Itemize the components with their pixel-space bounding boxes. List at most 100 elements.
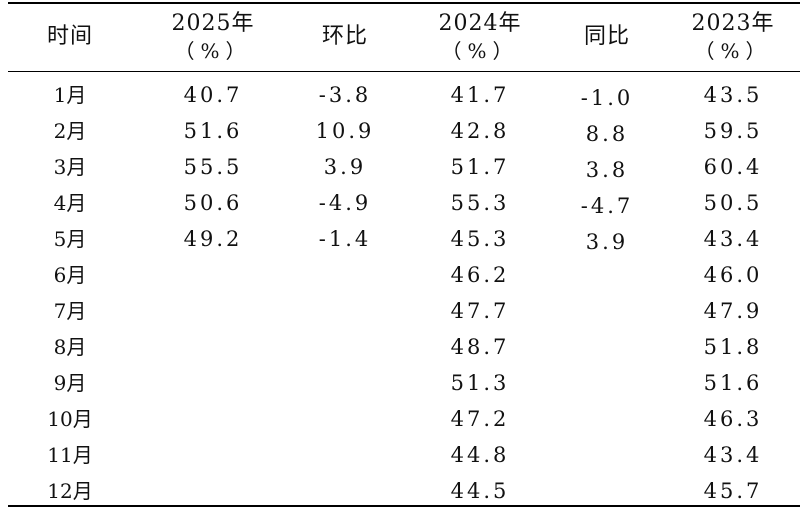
mom-cell: -3.8: [318, 83, 372, 107]
yoy-cell: [557, 368, 657, 404]
header-2023: 2023年 （%）: [683, 6, 783, 68]
header-time: 时间: [20, 6, 120, 68]
value-2023-cell: 60.4: [703, 155, 763, 179]
value-2024-cell: 47.2: [450, 407, 510, 431]
yoy-cell: [557, 296, 657, 332]
header-2024: 2024年 （%）: [430, 6, 530, 68]
value-2025-cell: [163, 257, 263, 293]
value-2024-cell: 44.8: [450, 443, 510, 467]
value-2023-cell: 45.7: [703, 479, 763, 503]
month-cell: 7月: [53, 299, 87, 323]
value-2025-cell: 55.5: [183, 155, 243, 179]
yoy-cell: -1.0: [580, 86, 634, 110]
table-row: 8月 48.7 51.8: [0, 329, 801, 365]
value-2023-cell: 59.5: [703, 119, 763, 143]
month-cell: 2月: [53, 119, 87, 143]
value-2023-cell: 50.5: [703, 191, 763, 215]
value-2023-cell: 51.8: [703, 335, 763, 359]
mom-cell: [295, 257, 395, 293]
mom-cell: [295, 401, 395, 437]
bottom-rule: [8, 505, 800, 507]
value-2024-cell: 44.5: [450, 479, 510, 503]
yoy-cell: 3.9: [585, 230, 629, 254]
header-2024-label: 2024年: [438, 11, 522, 36]
yoy-cell: -4.7: [580, 194, 634, 218]
yoy-cell: [557, 260, 657, 296]
value-2024-cell: 45.3: [450, 227, 510, 251]
month-cell: 12月: [47, 479, 93, 503]
mom-cell: 3.9: [323, 155, 367, 179]
month-cell: 6月: [53, 263, 87, 287]
mom-cell: [295, 437, 395, 473]
table-row: 5月 49.2 -1.4 45.3 3.9 43.4: [0, 221, 801, 257]
value-2024-cell: 48.7: [450, 335, 510, 359]
mom-cell: 10.9: [315, 119, 375, 143]
header-2023-unit: （%）: [694, 39, 772, 63]
value-2023-cell: 43.5: [703, 83, 763, 107]
value-2025-cell: [163, 473, 263, 509]
month-cell: 8月: [53, 335, 87, 359]
value-2025-cell: [163, 293, 263, 329]
header-mom: 环比: [295, 6, 395, 68]
value-2025-cell: 49.2: [183, 227, 243, 251]
month-cell: 5月: [53, 227, 87, 251]
value-2025-cell: 50.6: [183, 191, 243, 215]
value-2025-cell: [163, 437, 263, 473]
month-cell: 4月: [53, 191, 87, 215]
value-2024-cell: 55.3: [450, 191, 510, 215]
value-2025-cell: [163, 401, 263, 437]
value-2023-cell: 43.4: [703, 443, 763, 467]
top-rule: [8, 2, 800, 4]
month-cell: 3月: [53, 155, 87, 179]
value-2024-cell: 46.2: [450, 263, 510, 287]
header-rule: [8, 71, 800, 72]
month-cell: 10月: [47, 407, 93, 431]
value-2023-cell: 46.0: [703, 263, 763, 287]
month-cell: 9月: [53, 371, 87, 395]
yoy-cell: [557, 404, 657, 440]
table-row: 7月 47.7 47.9: [0, 293, 801, 329]
table-row: 4月 50.6 -4.9 55.3 -4.7 50.5: [0, 185, 801, 221]
table-row: 10月 47.2 46.3: [0, 401, 801, 437]
mom-cell: [295, 365, 395, 401]
table-row: 12月 44.5 45.7: [0, 473, 801, 509]
header-mom-label: 环比: [321, 24, 368, 49]
value-2024-cell: 42.8: [450, 119, 510, 143]
value-2025-cell: [163, 329, 263, 365]
value-2023-cell: 43.4: [703, 227, 763, 251]
yoy-cell: 3.8: [585, 158, 629, 182]
mom-cell: -1.4: [318, 227, 372, 251]
value-2024-cell: 51.7: [450, 155, 510, 179]
yoy-cell: [557, 332, 657, 368]
mom-cell: [295, 293, 395, 329]
value-2025-cell: 51.6: [183, 119, 243, 143]
header-2025: 2025年 （%）: [163, 6, 263, 68]
month-cell: 11月: [47, 443, 93, 467]
header-yoy: 同比: [557, 6, 657, 68]
mom-cell: [295, 329, 395, 365]
value-2025-cell: 40.7: [183, 83, 243, 107]
value-2023-cell: 46.3: [703, 407, 763, 431]
header-2024-unit: （%）: [441, 39, 519, 63]
value-2024-cell: 51.3: [450, 371, 510, 395]
header-2023-label: 2023年: [691, 11, 775, 36]
table-row: 3月 55.5 3.9 51.7 3.8 60.4: [0, 149, 801, 185]
header-2025-label: 2025年: [171, 11, 255, 36]
value-2024-cell: 41.7: [450, 83, 510, 107]
table-row: 6月 46.2 46.0: [0, 257, 801, 293]
value-2024-cell: 47.7: [450, 299, 510, 323]
header-yoy-label: 同比: [583, 24, 630, 49]
table-row: 11月 44.8 43.4: [0, 437, 801, 473]
table-row: 2月 51.6 10.9 42.8 8.8 59.5: [0, 113, 801, 149]
mom-cell: -4.9: [318, 191, 372, 215]
value-2025-cell: [163, 365, 263, 401]
header-time-label: 时间: [46, 24, 93, 49]
yoy-cell: [557, 440, 657, 476]
table-row: 9月 51.3 51.6: [0, 365, 801, 401]
yoy-cell: 8.8: [585, 122, 629, 146]
value-2023-cell: 51.6: [703, 371, 763, 395]
value-2023-cell: 47.9: [703, 299, 763, 323]
table-row: 1月 40.7 -3.8 41.7 -1.0 43.5: [0, 77, 801, 113]
header-2025-unit: （%）: [174, 39, 252, 63]
